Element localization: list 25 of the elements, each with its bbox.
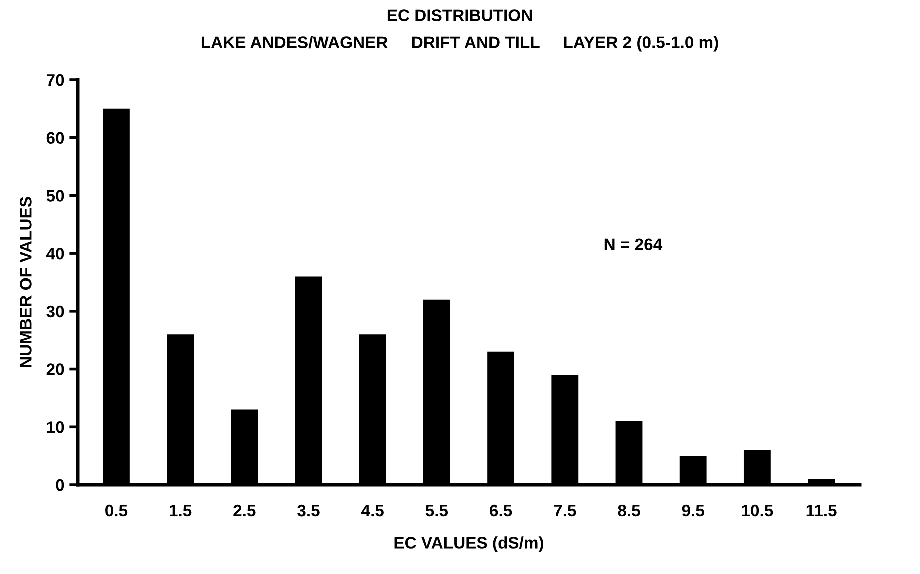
x-tick-label: 11.5 [806,505,837,517]
x-tick-label: 5.5 [426,505,448,517]
x-tick-label: 9.5 [682,504,704,517]
x-tick-label: 0.5 [106,504,128,517]
x-tick-label: 3.5 [298,504,320,517]
x-axis-title: EC VALUES (dS/m) [394,536,544,552]
chart-title: EC DISTRIBUTION [388,10,532,22]
x-tick-label: 6.5 [490,504,512,517]
annotation: N = 264 [604,238,663,251]
x-tick-label: 8.5 [618,504,640,517]
x-tick-label: 4.5 [362,505,384,517]
y-tick-label: 30 [46,306,64,318]
x-tick-label: 2.5 [234,504,256,517]
y-tick-label: 0 [56,479,64,492]
y-axis-title: NUMBER OF VALUES [20,197,32,368]
y-tick-label: 50 [46,190,64,202]
y-tick-label: 60 [46,132,64,144]
x-tick-label: 7.5 [554,505,576,517]
x-tick-label: 10.5 [742,504,774,517]
y-tick-label: 20 [46,364,64,376]
x-tick-label: 1.5 [170,505,192,517]
chart-subtitle: LAKE ANDES/WAGNER DRIFT AND TILL LAYER 2 (0.5-1.0 m) [202,36,718,52]
y-tick-label: 40 [46,248,64,260]
y-tick-label: 70 [46,74,64,86]
y-tick-label: 10 [47,422,64,434]
